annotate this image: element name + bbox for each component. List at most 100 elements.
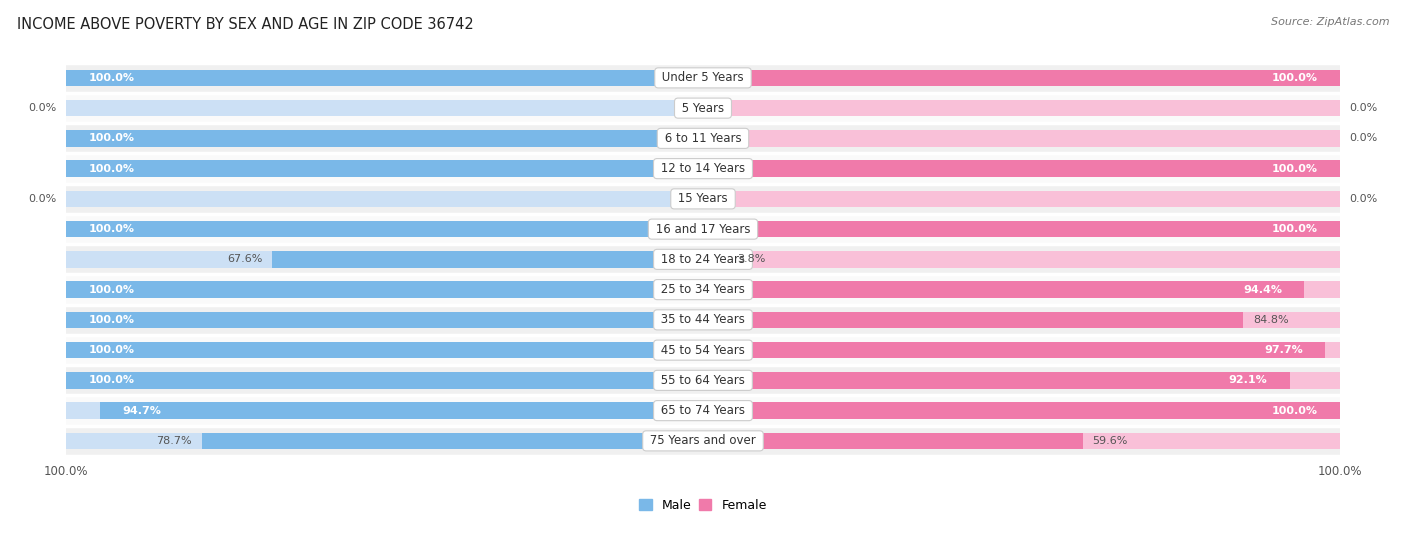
Text: 84.8%: 84.8% <box>1253 315 1288 325</box>
Bar <box>66 130 703 146</box>
Bar <box>66 426 1340 456</box>
Text: 100.0%: 100.0% <box>89 376 134 385</box>
Bar <box>66 365 1340 396</box>
Bar <box>703 433 1340 449</box>
Text: 0.0%: 0.0% <box>28 194 56 204</box>
Text: 12 to 14 Years: 12 to 14 Years <box>657 162 749 175</box>
Bar <box>703 251 1340 268</box>
Text: 25 to 34 Years: 25 to 34 Years <box>657 283 749 296</box>
Bar <box>66 221 703 238</box>
Text: 5 Years: 5 Years <box>678 102 728 115</box>
Bar <box>66 191 703 207</box>
Text: 94.4%: 94.4% <box>1243 285 1282 295</box>
Bar <box>66 123 1340 154</box>
Text: 15 Years: 15 Years <box>675 192 731 205</box>
Text: 100.0%: 100.0% <box>89 315 134 325</box>
Bar <box>66 402 703 419</box>
Text: 67.6%: 67.6% <box>228 254 263 264</box>
Bar <box>66 396 1340 426</box>
Text: INCOME ABOVE POVERTY BY SEX AND AGE IN ZIP CODE 36742: INCOME ABOVE POVERTY BY SEX AND AGE IN Z… <box>17 17 474 32</box>
Bar <box>66 335 1340 365</box>
Bar <box>703 221 1340 238</box>
Text: 0.0%: 0.0% <box>28 103 56 113</box>
Text: 100.0%: 100.0% <box>89 73 134 83</box>
Bar <box>66 372 703 389</box>
Bar <box>66 184 1340 214</box>
Text: 100.0%: 100.0% <box>1272 73 1317 83</box>
Bar <box>66 342 703 358</box>
Text: 100.0%: 100.0% <box>89 285 134 295</box>
Bar <box>66 221 703 238</box>
Text: 94.7%: 94.7% <box>122 406 160 416</box>
Bar <box>703 251 727 268</box>
Text: Source: ZipAtlas.com: Source: ZipAtlas.com <box>1271 17 1389 27</box>
Bar <box>201 433 703 449</box>
Bar <box>703 311 1243 328</box>
Bar <box>66 93 1340 123</box>
Text: 78.7%: 78.7% <box>156 436 193 446</box>
Text: 100.0%: 100.0% <box>1272 406 1317 416</box>
Bar <box>66 130 703 146</box>
Bar <box>703 69 1340 86</box>
Bar <box>703 221 1340 238</box>
Text: 35 to 44 Years: 35 to 44 Years <box>657 314 749 326</box>
Text: 100.0%: 100.0% <box>89 345 134 355</box>
Bar <box>66 274 1340 305</box>
Text: 3.8%: 3.8% <box>737 254 765 264</box>
Text: 55 to 64 Years: 55 to 64 Years <box>657 374 749 387</box>
Text: 45 to 54 Years: 45 to 54 Years <box>657 344 749 357</box>
Text: 0.0%: 0.0% <box>1350 194 1378 204</box>
Bar <box>66 69 703 86</box>
Bar <box>703 130 1340 146</box>
Text: 100.0%: 100.0% <box>1272 224 1317 234</box>
Text: Under 5 Years: Under 5 Years <box>658 72 748 84</box>
Text: 59.6%: 59.6% <box>1092 436 1128 446</box>
Text: 6 to 11 Years: 6 to 11 Years <box>661 132 745 145</box>
Bar <box>66 311 703 328</box>
Bar <box>66 372 703 389</box>
Text: 65 to 74 Years: 65 to 74 Years <box>657 404 749 417</box>
Bar <box>66 69 703 86</box>
Text: 97.7%: 97.7% <box>1264 345 1303 355</box>
Bar <box>273 251 703 268</box>
Bar <box>66 214 1340 244</box>
Bar <box>66 251 703 268</box>
Bar <box>703 281 1340 298</box>
Bar <box>66 281 703 298</box>
Bar <box>66 433 703 449</box>
Legend: Male, Female: Male, Female <box>634 494 772 517</box>
Bar <box>703 342 1340 358</box>
Text: 18 to 24 Years: 18 to 24 Years <box>657 253 749 266</box>
Text: 100.0%: 100.0% <box>89 134 134 143</box>
Text: 16 and 17 Years: 16 and 17 Years <box>652 222 754 236</box>
Bar <box>703 402 1340 419</box>
Bar <box>703 372 1289 389</box>
Text: 92.1%: 92.1% <box>1229 376 1267 385</box>
Bar <box>703 281 1305 298</box>
Text: 100.0%: 100.0% <box>1272 164 1317 174</box>
Bar <box>66 63 1340 93</box>
Bar <box>66 244 1340 274</box>
Bar <box>66 311 703 328</box>
Bar <box>703 342 1326 358</box>
Bar <box>66 154 1340 184</box>
Bar <box>703 402 1340 419</box>
Bar <box>66 160 703 177</box>
Bar <box>66 342 703 358</box>
Bar <box>66 305 1340 335</box>
Text: 0.0%: 0.0% <box>1350 134 1378 143</box>
Bar <box>66 100 703 116</box>
Text: 0.0%: 0.0% <box>1350 103 1378 113</box>
Bar <box>703 100 1340 116</box>
Bar <box>703 433 1083 449</box>
Text: 100.0%: 100.0% <box>89 224 134 234</box>
Bar <box>66 281 703 298</box>
Text: 75 Years and over: 75 Years and over <box>647 434 759 447</box>
Bar <box>703 160 1340 177</box>
Bar <box>703 69 1340 86</box>
Bar <box>703 191 1340 207</box>
Bar <box>703 160 1340 177</box>
Bar <box>703 372 1340 389</box>
Bar <box>100 402 703 419</box>
Bar <box>703 311 1340 328</box>
